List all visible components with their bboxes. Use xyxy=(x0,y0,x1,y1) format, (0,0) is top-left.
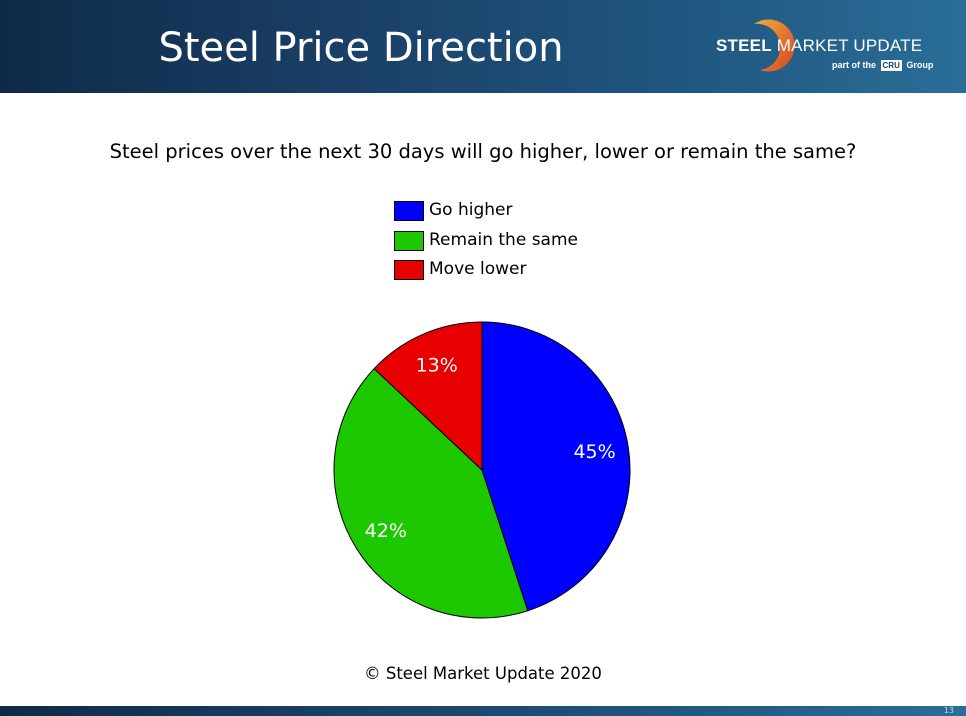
logo-tagline: part of the CRU Group xyxy=(832,60,934,72)
slide-footer-bar: 13 xyxy=(0,706,966,716)
legend-label-move-lower: Move lower xyxy=(429,259,527,279)
steel-market-update-logo: STEEL MARKET UPDATE part of the CRU Grou… xyxy=(700,12,950,82)
logo-wordmark: STEEL MARKET UPDATE xyxy=(716,36,923,55)
legend-swatch-move-lower xyxy=(394,260,424,280)
pie-label-remain-the-same: 42% xyxy=(365,520,407,542)
page-number: 13 xyxy=(943,706,954,715)
pie-chart: 45% 42% 13% xyxy=(333,321,631,619)
pie-slice-move-lower xyxy=(373,321,483,472)
page-title: Steel Price Direction xyxy=(158,25,564,71)
cru-badge: CRU xyxy=(880,60,902,72)
pie-slice-remain-the-same xyxy=(333,367,529,619)
logo-swoosh-icon xyxy=(754,19,795,72)
legend-swatch-go-higher xyxy=(394,201,424,221)
pie-label-move-lower: 13% xyxy=(416,354,458,376)
pie-slice-go-higher xyxy=(481,321,631,612)
pie-label-go-higher: 45% xyxy=(573,441,615,463)
chart-title: Steel prices over the next 30 days will … xyxy=(109,140,857,163)
legend-label-go-higher: Go higher xyxy=(429,200,513,220)
slide-header: Steel Price Direction STEEL MARKET UPDAT… xyxy=(0,0,966,93)
legend-swatch-remain-the-same xyxy=(394,230,424,251)
legend-label-remain-the-same: Remain the same xyxy=(429,229,578,250)
copyright-text: © Steel Market Update 2020 xyxy=(364,664,602,683)
